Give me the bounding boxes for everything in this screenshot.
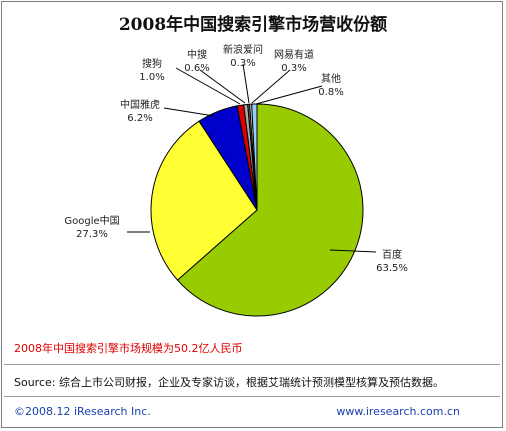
slice-value-label: 63.5% (376, 263, 408, 274)
leader-line-3 (163, 107, 215, 117)
slice-value-label: 0.3% (281, 63, 306, 74)
slice-value-label: 0.6% (184, 63, 209, 74)
pie-slice-1 (176, 103, 364, 317)
slice-value-label: 1.0% (139, 72, 164, 83)
copyright-text: ©2008.12 iResearch Inc. (14, 405, 151, 418)
leader-line-1 (329, 249, 377, 253)
slice-value-label: 0.3% (230, 58, 255, 69)
slice-name-label: 新浪爱问 (223, 43, 263, 56)
source-text: Source: 综合上市公司财报，企业及专家访谈，根据艾瑞统计预测模型核算及预估… (14, 376, 444, 389)
slice-name-label: 百度 (382, 248, 402, 261)
chart-title: 2008年中国搜索引擎市场营收份额 (118, 15, 388, 35)
divider-top (4, 364, 500, 365)
slice-value-label: 6.2% (127, 113, 152, 124)
slice-name-label: 搜狗 (142, 57, 162, 70)
divider-bottom (4, 396, 500, 397)
leader-line-7 (251, 69, 291, 104)
market-size-note: 2008年中国搜索引擎市场规模为50.2亿人民币 (14, 342, 243, 355)
slice-value-label: 0.8% (318, 87, 343, 98)
slice-name-label: 其他 (321, 72, 341, 85)
leader-line-4 (175, 67, 241, 105)
slice-value-label: 27.3% (76, 229, 108, 240)
slice-name-label: Google中国 (64, 214, 119, 227)
slice-name-label: 中搜 (187, 48, 207, 61)
leader-line-8 (255, 85, 323, 105)
slice-name-label: 中国雅虎 (120, 98, 160, 111)
leader-line-6 (242, 63, 250, 104)
website-text: www.iresearch.com.cn (336, 405, 460, 418)
slice-name-label: 网易有道 (274, 48, 314, 61)
pie-slice-2 (150, 120, 258, 281)
leader-line-5 (199, 69, 246, 104)
